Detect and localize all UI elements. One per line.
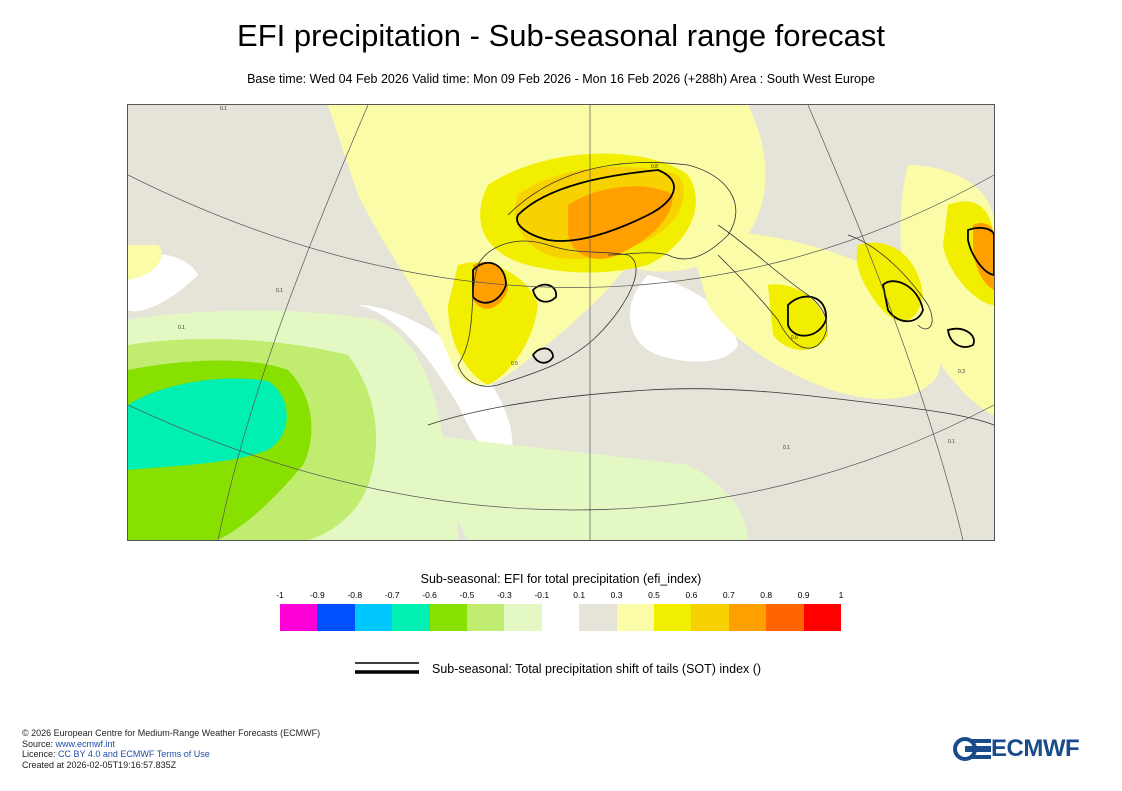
contour-label: 0.5 <box>511 361 518 367</box>
teal-area <box>128 378 287 470</box>
sot-contour-spain <box>532 283 557 303</box>
legend-color-swatch <box>728 604 767 631</box>
legend-color-swatch <box>579 604 617 631</box>
contour-label: 0.3 <box>958 369 965 375</box>
legend-color-swatch <box>392 604 430 631</box>
legend-color-swatch <box>654 604 692 631</box>
latitude-line-north <box>128 174 994 288</box>
white-area-coast <box>358 305 513 465</box>
legend-color-swatch <box>691 604 729 631</box>
orange-area-france <box>568 186 673 259</box>
contour-label: 0.8 <box>651 164 658 170</box>
longitude-line-east <box>807 105 964 540</box>
ecmwf-logo-icon <box>953 737 991 761</box>
legend-tick-label: -1 <box>276 590 284 600</box>
legend-color-swatch <box>803 604 841 631</box>
sot-contour-andalusia <box>531 347 554 364</box>
latitude-line-south <box>128 404 994 511</box>
yellow-patch-west <box>128 245 162 280</box>
contour-label: 0.1 <box>220 106 227 112</box>
legend-color-swatch <box>616 604 654 631</box>
contour-label: 0.1 <box>276 288 283 294</box>
sot-contour-east <box>967 227 994 276</box>
legend-title: Sub-seasonal: EFI for total precipitatio… <box>420 572 702 586</box>
sot-contour-greece <box>882 280 924 323</box>
france-coastline <box>507 162 737 260</box>
legend-tick-label: -0.1 <box>534 590 550 600</box>
created-timestamp: Created at 2026-02-05T19:16:57.835Z <box>22 759 177 770</box>
legend-ticks: -1 -0.9 -0.8 -0.7 -0.6 -0.5 -0.3 -0.1 0.1 0.3 0.5 0… <box>0 590 1122 602</box>
legend-color-swatch <box>541 604 580 631</box>
legend-tick-label: 0.9 <box>797 590 810 600</box>
neutral-area-ocean <box>128 105 340 235</box>
legend-tick-label: -0.5 <box>459 590 475 600</box>
legend-tick-label: -0.9 <box>310 590 325 600</box>
legend-tick-label: -0.3 <box>497 590 512 600</box>
legend-color-swatch <box>280 604 318 631</box>
contour-label: 0.6 <box>791 335 798 341</box>
iberia-coastline <box>457 240 637 387</box>
legend-color-swatch <box>317 604 355 631</box>
copyright-text: © 2026 European Centre for Medium-Range … <box>22 728 321 738</box>
legend-color-swatch <box>766 604 804 631</box>
legend-color-swatch <box>504 604 542 631</box>
contour-label: 0.1 <box>178 325 185 331</box>
licence-prefix: Licence: <box>22 749 59 759</box>
contour-label: 0.1 <box>948 439 955 445</box>
legend-color-swatch <box>354 604 393 631</box>
legend-tick-label: 0.8 <box>760 590 773 600</box>
legend-tick-label: -0.6 <box>422 590 437 600</box>
legend-tick-label: 0.3 <box>610 590 623 600</box>
legend-color-swatch <box>467 604 505 631</box>
legend-tick-label: 1 <box>838 590 844 600</box>
efi-map[interactable]: 0.1 0.1 0.1 0.8 0.6 0.3 0.1 0.1 0.5 <box>127 104 995 541</box>
legend-tick-label: 0.1 <box>573 590 586 600</box>
north-africa-coastline <box>427 388 994 426</box>
legend-tick-label: 0.5 <box>648 590 660 600</box>
page-title: EFI precipitation - Sub-seasonal range f… <box>237 18 885 53</box>
light-green-africa <box>428 435 748 540</box>
legend-tick-label: -0.7 <box>384 590 400 600</box>
longitude-line-west <box>217 105 369 540</box>
legend-color-swatch <box>429 604 467 631</box>
licence-link[interactable]: CC BY 4.0 and ECMWF Terms of Use <box>58 749 210 759</box>
source-prefix: Source: <box>22 738 56 749</box>
white-area-med <box>629 275 738 362</box>
sot-legend-label: Sub-seasonal: Total precipitation shift … <box>432 662 762 676</box>
balkans-coastline <box>847 234 933 330</box>
source-line: Source: www.ecmwf.int <box>22 739 320 750</box>
sot-line-sample <box>355 662 419 674</box>
source-link[interactable]: www.ecmwf.int <box>55 738 116 749</box>
legend-tick-label: -0.8 <box>347 590 363 600</box>
ecmwf-logo-text: ECMWF <box>991 735 1080 762</box>
footer: © 2026 European Centre for Medium-Range … <box>22 728 320 770</box>
bright-yellow-iberia <box>448 262 538 385</box>
italy-coastline <box>717 224 827 349</box>
map-canvas: 0.1 0.1 0.1 0.8 0.6 0.3 0.1 0.1 0.5 <box>128 105 994 540</box>
legend-tick-label: 0.7 <box>722 590 735 600</box>
sot-contour-crete <box>947 327 975 348</box>
licence-line: Licence: CC BY 4.0 and ECMWF Terms of Us… <box>22 749 320 760</box>
contour-label: 0.1 <box>783 445 790 451</box>
legend-tick-label: 0.6 <box>685 590 698 600</box>
forecast-subtitle: Base time: Wed 04 Feb 2026 Valid time: M… <box>247 72 875 86</box>
ecmwf-logo[interactable]: ECMWF <box>953 735 1080 763</box>
